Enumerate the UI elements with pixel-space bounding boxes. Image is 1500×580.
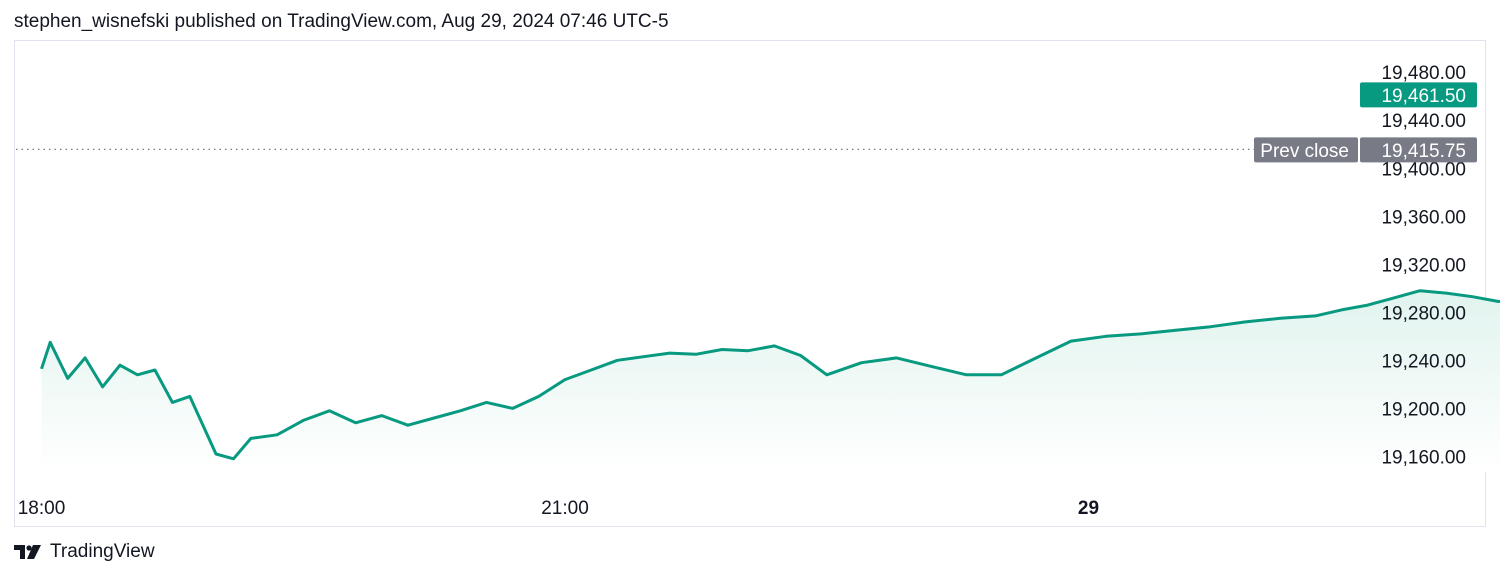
brand-name: TradingView: [50, 541, 155, 562]
last-price-tag: 19,461.50: [1360, 82, 1477, 108]
y-tick-label: 19,200.00: [1381, 399, 1466, 420]
chart-frame[interactable]: [14, 40, 1486, 527]
publication-attribution: stephen_wisnefski published on TradingVi…: [14, 11, 669, 32]
tradingview-logo-icon: [14, 545, 41, 559]
prev-close-price-tag: 19,415.75: [1360, 137, 1477, 163]
price-line: [40, 289, 1500, 461]
y-tick-label: 19,320.00: [1381, 255, 1466, 276]
y-tick-label: 19,160.00: [1381, 447, 1466, 468]
footer: TradingView: [14, 541, 155, 563]
y-tick-label: 19,480.00: [1381, 63, 1466, 84]
y-tick-label: 19,360.00: [1381, 207, 1466, 228]
prev-close-name-tag: Prev close: [1254, 137, 1358, 163]
price-area-fill: [41, 290, 1500, 472]
last-price-tag-text: 19,461.50: [1381, 86, 1466, 107]
y-tick-label: 19,240.00: [1381, 351, 1466, 372]
y-tick-label: 19,280.00: [1381, 303, 1466, 324]
x-tick-label: 21:00: [541, 498, 589, 519]
prev-close-name-tag-text: Prev close: [1260, 141, 1349, 162]
prev-close-price-tag-text: 19,415.75: [1381, 141, 1466, 162]
x-tick-label: 18:00: [18, 498, 66, 519]
y-tick-label: 19,400.00: [1381, 159, 1466, 180]
x-tick-label: 29: [1078, 498, 1099, 519]
y-tick-label: 19,440.00: [1381, 111, 1466, 132]
